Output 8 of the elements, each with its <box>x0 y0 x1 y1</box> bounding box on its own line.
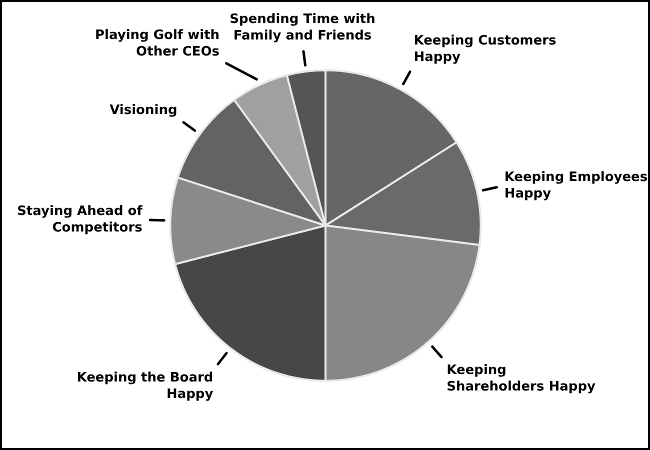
slice-label: Keeping the Board Happy <box>76 370 214 402</box>
slice-label: Staying Ahead of Competitors <box>17 204 143 236</box>
slice-label: Spending Time with Family and Friends <box>230 12 376 44</box>
slice-label: Keeping Employees Happy <box>504 170 648 202</box>
slice-label: Visioning <box>110 102 178 118</box>
slice-label: Keeping Shareholders Happy <box>446 362 596 394</box>
slice-label: Playing Golf with Other CEOs <box>94 28 220 60</box>
slice-label: Keeping Customers Happy <box>414 33 557 65</box>
